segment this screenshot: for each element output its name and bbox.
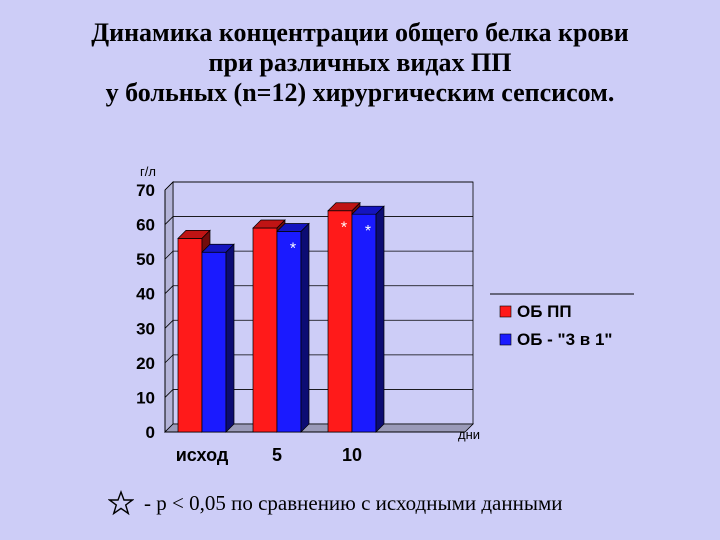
bar-front [351, 213, 377, 433]
gridline-side [164, 320, 174, 329]
x-tick-label: 10 [342, 445, 362, 465]
y-tick-label: 50 [136, 250, 155, 269]
y-tick-label: 10 [136, 388, 155, 407]
bar-side [225, 243, 235, 433]
gridline-side [164, 285, 174, 294]
gridline-side [164, 216, 174, 225]
legend-swatch [499, 333, 512, 346]
bar-front [177, 238, 203, 433]
bar-2-1 [276, 222, 310, 433]
y-tick-label: 30 [136, 319, 155, 338]
title-line-3: у больных (n=12) хирургическим сепсисом. [105, 78, 615, 107]
gridline-side [164, 389, 174, 398]
gridline-side [164, 250, 174, 260]
y-tick-label: 40 [136, 285, 155, 304]
footnote: - p < 0,05 по сравнению с исходными данн… [108, 490, 562, 516]
x-axis-title: дни [458, 427, 480, 442]
legend-label: ОБ ПП [517, 302, 572, 321]
page-title: Динамика концентрации общего белка крови… [0, 18, 720, 108]
significance-marker: * [341, 220, 347, 237]
y-tick-label: 60 [136, 216, 155, 235]
significance-marker: * [290, 240, 296, 257]
star-outline-icon [108, 490, 134, 516]
gridline-side [164, 354, 174, 364]
x-tick-label: 5 [272, 445, 282, 465]
gridline-side [164, 181, 174, 191]
y-tick-label: 0 [146, 423, 155, 442]
y-tick-label: 70 [136, 181, 155, 200]
x-tick-label: исход [176, 445, 229, 465]
legend-swatch [499, 305, 512, 318]
bar-2-0 [201, 243, 235, 433]
bar-front [252, 227, 278, 433]
significance-marker: * [365, 223, 371, 240]
footnote-text: - p < 0,05 по сравнению с исходными данн… [144, 490, 563, 515]
bar-side [375, 205, 385, 433]
plot-side-wall [164, 181, 174, 433]
title-line-1: Динамика концентрации общего белка крови [91, 18, 629, 47]
y-axis-title: г/л [140, 164, 156, 179]
bar-front [276, 231, 302, 433]
bar-front [327, 210, 353, 433]
legend-label: ОБ - "3 в 1" [517, 330, 612, 349]
y-tick-label: 20 [136, 354, 155, 373]
title-line-2: при различных видах ПП [208, 48, 512, 77]
bar-2-2 [351, 205, 385, 433]
bar-side [300, 222, 310, 433]
legend: ОБ ПП ОБ - "3 в 1" [490, 293, 634, 349]
bar-front [201, 251, 227, 433]
